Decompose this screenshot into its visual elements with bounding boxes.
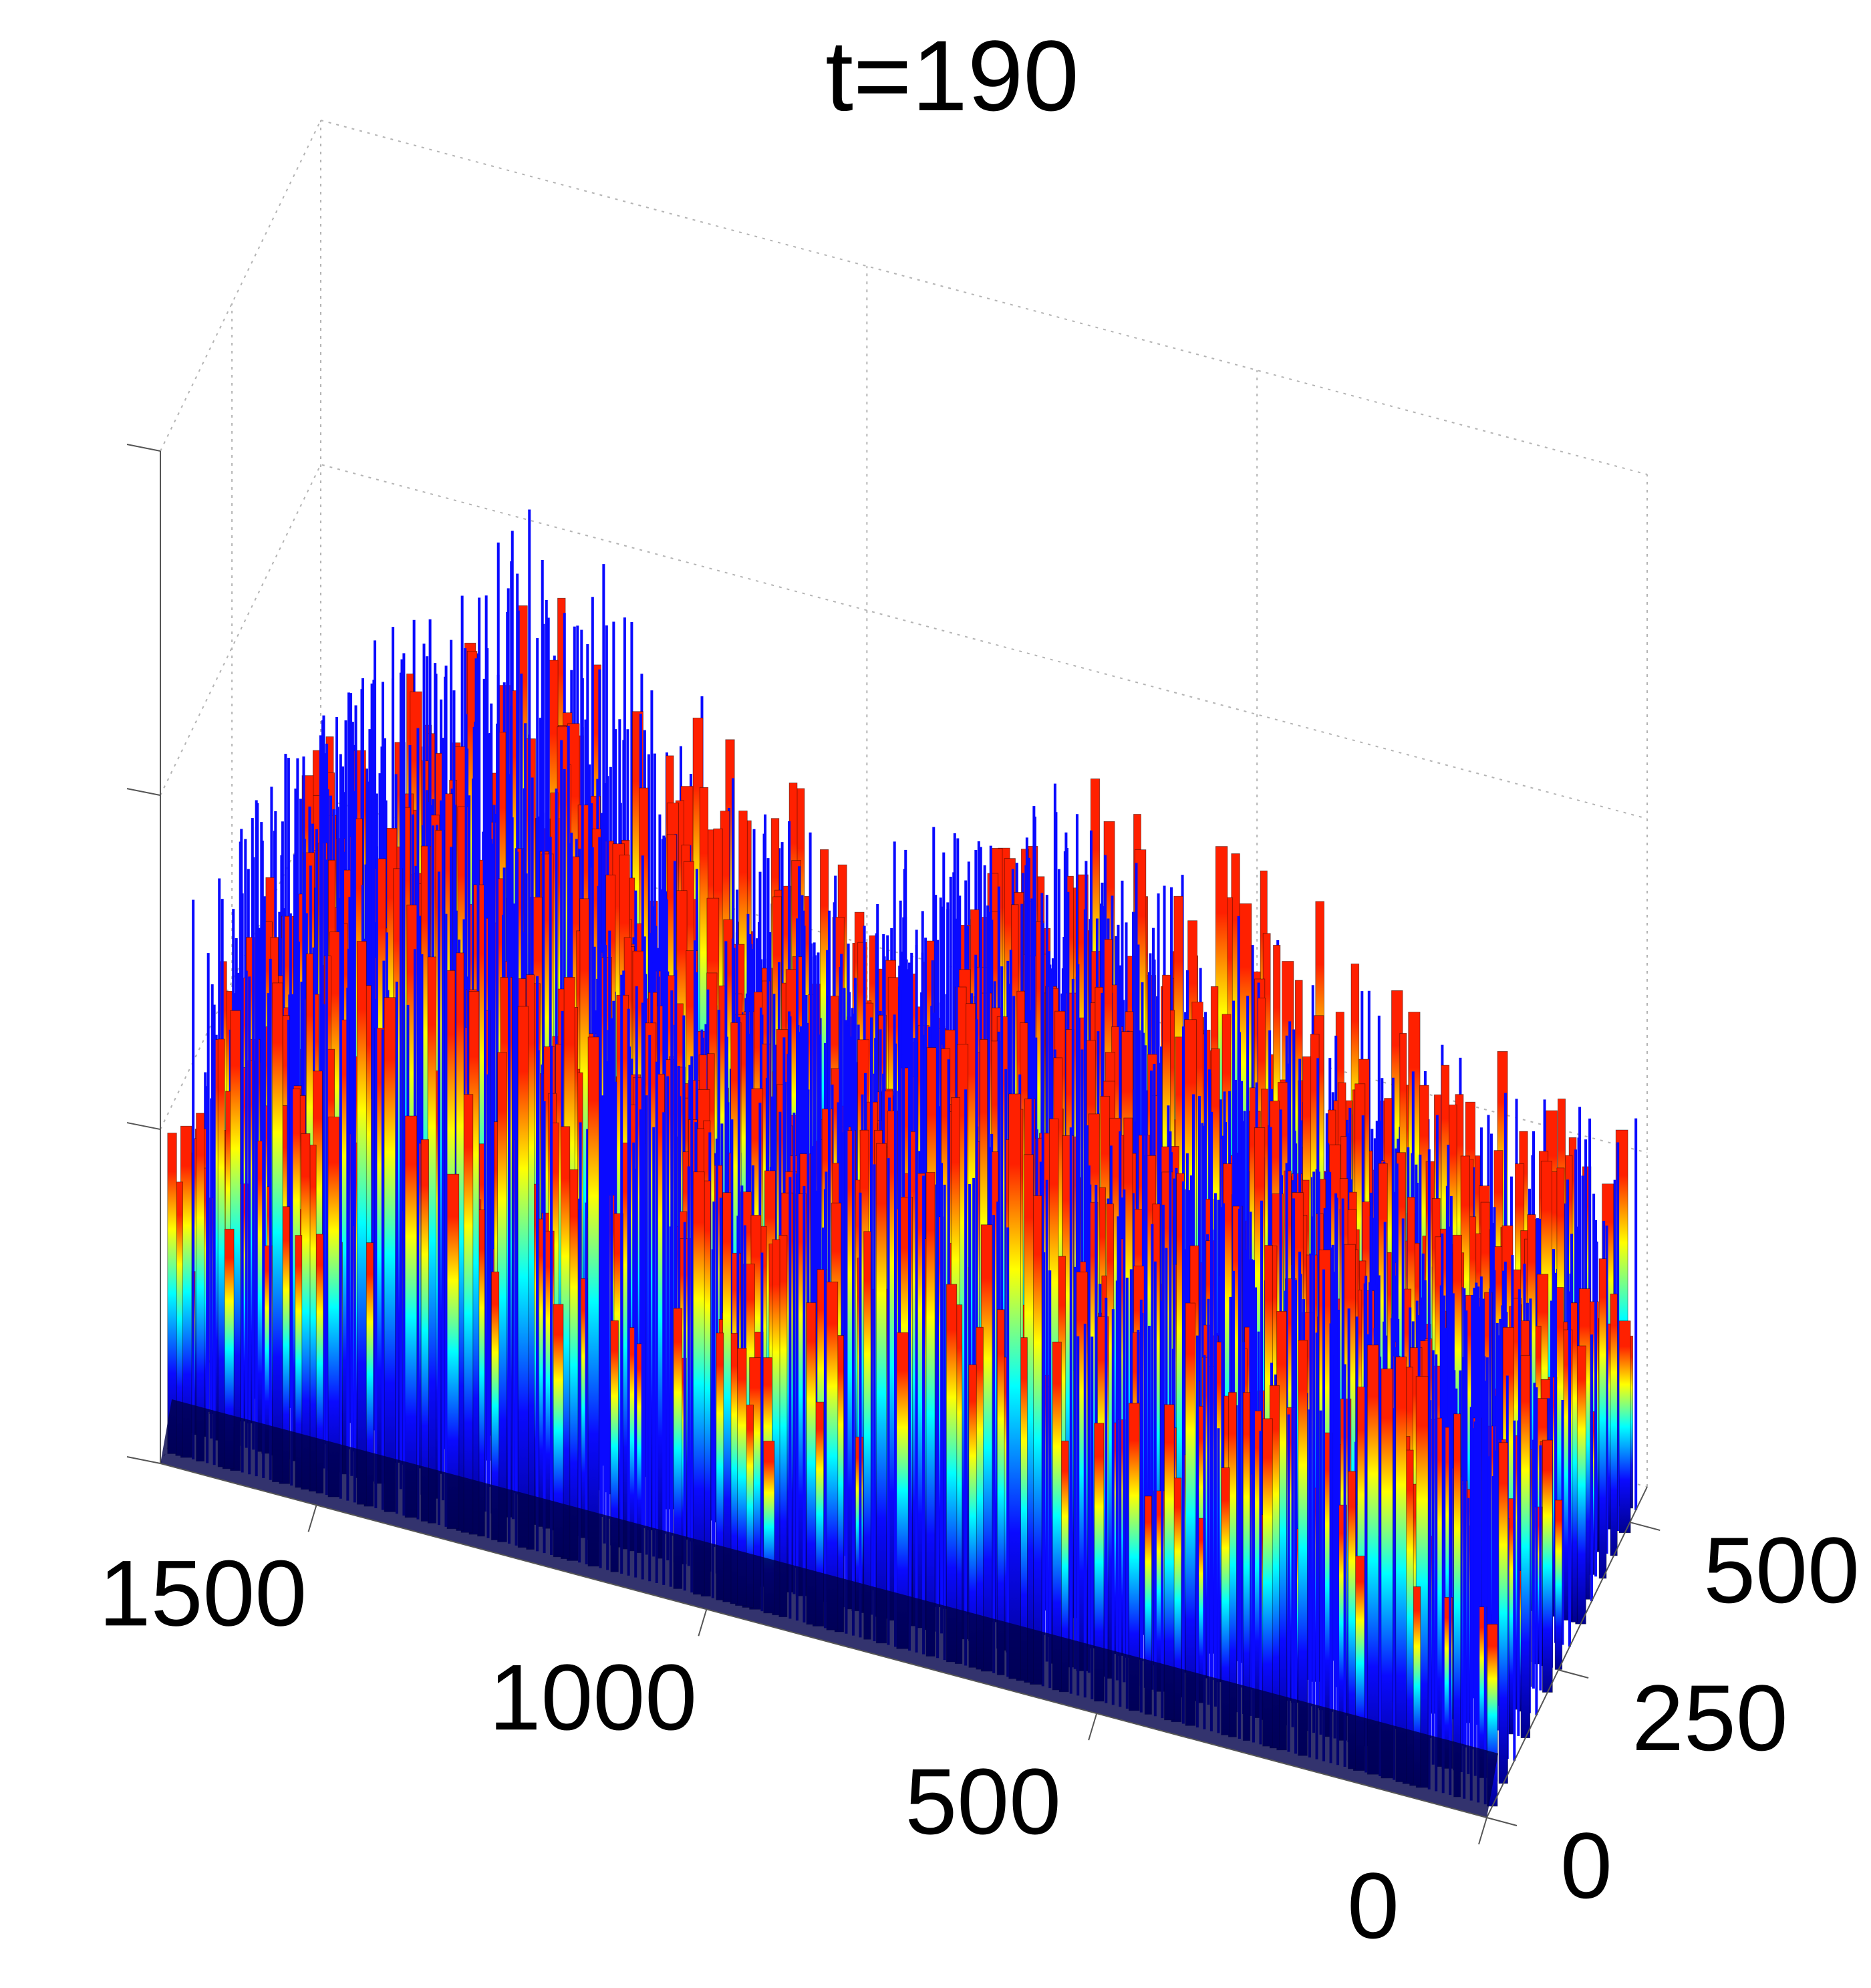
surface-column [420,1139,430,1522]
surface-column [1598,1258,1607,1579]
surface-column [1185,1302,1196,1726]
surface-column [1395,1357,1407,1782]
surface-column [1610,1293,1618,1556]
surface-column [356,941,367,1505]
box-edge [320,120,1648,475]
y-tick-label: 0 [1560,1813,1612,1918]
surface-column [272,982,283,1483]
z-tick [126,1456,161,1464]
y-tick [1558,1669,1589,1679]
z-tick [126,1122,161,1131]
surface-column [1366,1344,1379,1775]
surface-column [1554,1500,1563,1670]
surface-floor [160,1399,1499,1818]
axes-front [160,451,1661,1845]
surface-column [1520,1355,1531,1739]
x-tick [307,1505,317,1532]
surface-column [217,1038,225,1467]
surface-column [1542,1439,1553,1693]
surface-column [1298,1340,1308,1756]
surface-column [327,1117,340,1498]
surface-column [1498,1442,1508,1784]
box-edge [160,120,321,452]
surface-column [384,997,396,1512]
surface-column [1381,1368,1393,1779]
surface-column [722,1192,732,1602]
surface-mesh [160,509,1638,1818]
surface-column [693,1171,705,1595]
grid-line [160,463,1648,820]
x-tick [1088,1713,1098,1741]
y-axis-line [1486,1486,1648,1818]
z-axis-ticks [126,444,161,1464]
surface-column [778,1235,788,1617]
surface-column [1008,1093,1021,1679]
surface-column [925,1171,936,1657]
surface-column [517,1006,529,1548]
y-tick-label: 500 [1703,1518,1860,1622]
x-axis-line [160,1463,1487,1818]
z-tick [126,788,161,797]
surface-column [946,1284,958,1663]
x-tick-label: 500 [905,1749,1061,1854]
chart-title: t=190 [825,19,1079,132]
surface-column [863,1231,871,1640]
z-tick [126,444,161,452]
x-tick-label: 0 [1347,1853,1399,1958]
x-tick-label: 1000 [489,1645,697,1749]
x-tick [1478,1817,1487,1845]
x-tick-label: 1500 [99,1540,307,1645]
surface-column [427,956,437,1524]
surface-column [404,1115,418,1518]
surface-column [875,1143,887,1644]
x-tick [698,1608,708,1637]
y-tick-label: 250 [1632,1665,1788,1770]
surface-column [587,1036,599,1567]
y-tick [1486,1817,1518,1826]
surface-column [1453,1413,1461,1798]
y-tick [1630,1522,1661,1532]
x-axis-tick-labels: 0 500 1000 1500 [99,1540,1399,1958]
surface-column [1618,1320,1631,1534]
